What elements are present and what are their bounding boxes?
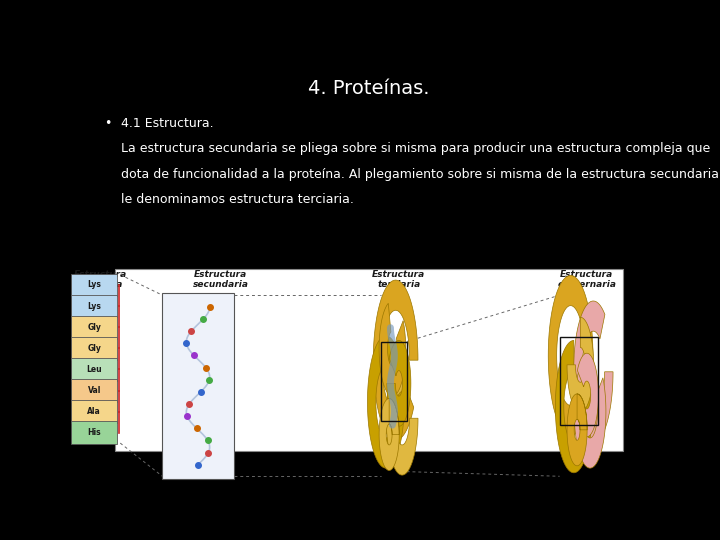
Bar bbox=[381, 342, 407, 421]
Text: Val: Val bbox=[88, 386, 101, 395]
Text: Estructura
terciaria: Estructura terciaria bbox=[372, 269, 426, 289]
Text: 4. Proteínas.: 4. Proteínas. bbox=[308, 79, 430, 98]
FancyBboxPatch shape bbox=[71, 379, 117, 402]
Polygon shape bbox=[548, 275, 593, 436]
FancyBboxPatch shape bbox=[71, 422, 117, 444]
Text: •: • bbox=[104, 117, 112, 130]
Polygon shape bbox=[373, 280, 418, 440]
Text: Leu: Leu bbox=[86, 365, 102, 374]
Bar bbox=[559, 337, 598, 425]
Polygon shape bbox=[367, 336, 405, 468]
FancyBboxPatch shape bbox=[162, 293, 234, 478]
Text: Lys: Lys bbox=[87, 280, 102, 289]
FancyBboxPatch shape bbox=[115, 268, 623, 451]
FancyBboxPatch shape bbox=[71, 316, 117, 339]
FancyBboxPatch shape bbox=[71, 358, 117, 381]
Polygon shape bbox=[567, 317, 593, 413]
Polygon shape bbox=[387, 340, 411, 427]
Text: Estructura
secundaria: Estructura secundaria bbox=[193, 269, 248, 289]
Text: Ala: Ala bbox=[87, 407, 102, 416]
Polygon shape bbox=[379, 399, 399, 470]
Text: Estructura
cuaternaria: Estructura cuaternaria bbox=[557, 269, 616, 289]
Polygon shape bbox=[574, 301, 613, 443]
Polygon shape bbox=[386, 361, 418, 475]
Text: le denominamos estructura terciaria.: le denominamos estructura terciaria. bbox=[121, 193, 354, 206]
Polygon shape bbox=[555, 340, 593, 473]
Text: La estructura secundaria se pliega sobre si misma para producir una estructura c: La estructura secundaria se pliega sobre… bbox=[121, 141, 710, 155]
FancyBboxPatch shape bbox=[71, 295, 117, 318]
FancyBboxPatch shape bbox=[71, 337, 117, 360]
Polygon shape bbox=[577, 353, 598, 437]
Text: Gly: Gly bbox=[87, 344, 102, 353]
Polygon shape bbox=[379, 303, 405, 396]
Polygon shape bbox=[574, 365, 606, 468]
Text: dota de funcionalidad a la proteína. Al plegamiento sobre si misma de la estruct: dota de funcionalidad a la proteína. Al … bbox=[121, 167, 719, 180]
Text: 4.1 Estructura.: 4.1 Estructura. bbox=[121, 117, 213, 130]
FancyBboxPatch shape bbox=[71, 274, 117, 296]
Text: Lys: Lys bbox=[87, 301, 102, 310]
FancyBboxPatch shape bbox=[71, 400, 117, 423]
Text: Estructura
primaria: Estructura primaria bbox=[74, 269, 127, 289]
Polygon shape bbox=[567, 394, 587, 466]
Text: Gly: Gly bbox=[87, 323, 102, 332]
Text: His: His bbox=[88, 428, 101, 437]
